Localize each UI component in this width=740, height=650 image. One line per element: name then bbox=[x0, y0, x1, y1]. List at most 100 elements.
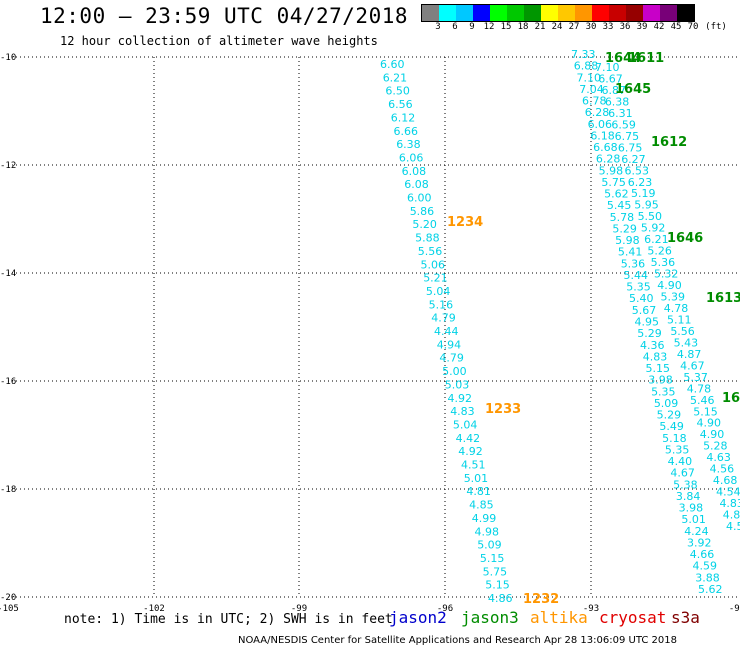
scale-swatch-12 bbox=[626, 5, 643, 21]
swh-value-track-c: 4.67 bbox=[680, 359, 705, 372]
swh-value-track-c: 5.37 bbox=[683, 371, 708, 384]
swh-value-track-c: 6.31 bbox=[608, 107, 633, 120]
swh-value-track-a: 4.99 bbox=[472, 512, 497, 525]
swh-value-track-b: 5.98 bbox=[599, 164, 624, 177]
swh-value-track-b: 3.92 bbox=[687, 536, 712, 549]
swh-value-track-a: 6.21 bbox=[383, 71, 408, 84]
swh-value-track-a: 4.79 bbox=[439, 352, 464, 365]
swh-value-track-c: 5.95 bbox=[634, 199, 659, 212]
swh-value-track-b: 6.78 bbox=[582, 95, 607, 108]
swh-value-track-a: 4.44 bbox=[434, 325, 459, 338]
legend-s3a: s3a bbox=[671, 608, 700, 627]
swh-value-track-c: 5.15 bbox=[693, 405, 718, 418]
lon-tick-label: -96 bbox=[437, 604, 453, 614]
scale-swatch-4 bbox=[490, 5, 507, 21]
swh-value-track-a: 6.60 bbox=[380, 58, 405, 71]
swh-value-track-b: 5.09 bbox=[654, 397, 679, 410]
swh-value-track-a: 5.06 bbox=[421, 258, 446, 271]
lon-tick-label: -105 bbox=[0, 604, 19, 614]
swh-value-track-b: 5.44 bbox=[623, 269, 648, 282]
swh-value-track-c: 6.23 bbox=[628, 176, 653, 189]
scale-label: 24 bbox=[551, 22, 563, 32]
swh-value-track-b: 5.36 bbox=[621, 257, 646, 270]
lon-tick-label: -93 bbox=[583, 604, 599, 614]
swh-value-track-a: 4.85 bbox=[469, 499, 494, 512]
swh-value-track-b: 7.10 bbox=[577, 71, 602, 84]
scale-label: 3 bbox=[435, 22, 441, 32]
jason3-pass-time: 1613 bbox=[706, 291, 740, 306]
map-subtitle: 12 hour collection of altimeter wave hei… bbox=[60, 34, 378, 48]
wave-height-color-scale bbox=[421, 4, 695, 22]
scale-label: 39 bbox=[636, 22, 648, 32]
scale-label: 9 bbox=[469, 22, 475, 32]
swh-value-track-a: 5.56 bbox=[418, 245, 443, 258]
swh-value-track-c: 5.39 bbox=[661, 291, 686, 304]
scale-label: 12 bbox=[483, 22, 495, 32]
swh-value-track-b: 5.98 bbox=[615, 234, 640, 247]
swh-value-track-c: 7.10 bbox=[595, 61, 620, 74]
scale-label: 30 bbox=[585, 22, 597, 32]
swh-value-track-b: 5.29 bbox=[657, 409, 682, 422]
swh-value-track-a: 6.50 bbox=[385, 85, 410, 98]
lon-tick-label: -90 bbox=[729, 604, 740, 614]
swh-value-track-c: 6.59 bbox=[611, 118, 636, 131]
swh-value-track-a: 6.38 bbox=[396, 138, 421, 151]
swh-value-track-b: 5.78 bbox=[610, 211, 635, 224]
swh-value-track-a: 4.92 bbox=[448, 392, 473, 405]
swh-value-track-a: 5.16 bbox=[429, 298, 454, 311]
swh-value-track-b: 6.28 bbox=[585, 106, 610, 119]
scale-swatch-10 bbox=[592, 5, 609, 21]
legend-cryosat: cryosat bbox=[599, 608, 667, 627]
altika-pass-time: 1232 bbox=[523, 592, 559, 607]
swh-value-track-b: 5.01 bbox=[681, 513, 706, 526]
jason3-pass-time: 1612 bbox=[651, 135, 687, 150]
swh-value-track-a: 6.66 bbox=[394, 125, 419, 138]
map-title: 12:00 – 23:59 UTC 04/27/2018 bbox=[40, 4, 409, 28]
swh-value-track-c: 6.38 bbox=[605, 95, 630, 108]
lat-tick-label: -12 bbox=[0, 161, 16, 171]
lat-tick-label: -10 bbox=[0, 53, 16, 63]
lon-tick-label: -102 bbox=[143, 604, 165, 614]
swh-value-track-a: 6.06 bbox=[399, 151, 424, 164]
swh-value-track-b: 3.98 bbox=[679, 502, 704, 515]
swh-value-track-c: 5.46 bbox=[690, 394, 715, 407]
swh-value-track-c: 4.55 bbox=[726, 520, 740, 533]
swh-value-track-b: 5.75 bbox=[601, 176, 626, 189]
swh-value-track-c: 5.11 bbox=[667, 313, 692, 326]
swh-value-track-a: 5.01 bbox=[464, 472, 489, 485]
swh-value-track-b: 5.62 bbox=[604, 188, 629, 201]
swh-value-track-b: 6.28 bbox=[596, 153, 621, 166]
lat-tick-label: -18 bbox=[0, 485, 16, 495]
scale-label: 27 bbox=[568, 22, 580, 32]
scale-swatch-15 bbox=[677, 5, 694, 21]
swh-value-track-b: 6.88 bbox=[574, 60, 599, 73]
swh-value-track-a: 5.15 bbox=[480, 552, 505, 565]
scale-swatch-5 bbox=[507, 5, 524, 21]
altika-pass-time: 1233 bbox=[485, 402, 521, 417]
scale-swatch-11 bbox=[609, 5, 626, 21]
swh-value-track-c: 6.75 bbox=[615, 130, 640, 143]
swh-value-track-b: 5.29 bbox=[637, 327, 662, 340]
swh-value-track-a: 5.15 bbox=[485, 579, 510, 592]
jason3-pass-time: 1645 bbox=[615, 82, 651, 97]
swh-value-track-c: 5.32 bbox=[654, 268, 679, 281]
scale-swatch-0 bbox=[422, 5, 439, 21]
swh-value-track-c: 5.56 bbox=[670, 325, 695, 338]
swh-value-track-a: 4.94 bbox=[437, 338, 462, 351]
swh-value-track-a: 6.12 bbox=[391, 111, 416, 124]
scale-swatch-1 bbox=[439, 5, 456, 21]
swh-value-track-a: 5.09 bbox=[477, 539, 502, 552]
jason3-pass-time: 1646 bbox=[667, 231, 703, 246]
swh-value-track-b: 6.68 bbox=[593, 141, 618, 154]
swh-value-track-b: 5.29 bbox=[612, 222, 637, 235]
swh-value-track-b: 5.67 bbox=[632, 304, 657, 317]
swh-value-track-c: 4.87 bbox=[677, 348, 702, 361]
swh-value-track-c: 4.54 bbox=[716, 486, 740, 499]
scale-label: 6 bbox=[452, 22, 458, 32]
swh-value-track-b: 4.95 bbox=[635, 316, 660, 329]
swh-value-track-a: 6.56 bbox=[388, 98, 413, 111]
scale-swatch-13 bbox=[643, 5, 660, 21]
swh-value-track-b: 5.35 bbox=[651, 385, 676, 398]
swh-value-track-c: 4.90 bbox=[700, 428, 725, 441]
scale-label: 36 bbox=[619, 22, 631, 32]
